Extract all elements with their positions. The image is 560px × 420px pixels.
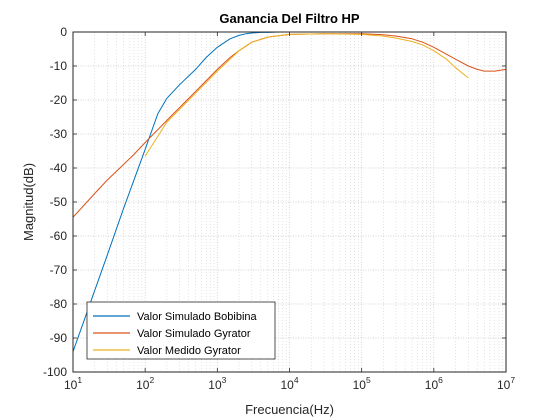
series-line-1 bbox=[73, 32, 506, 352]
series-line-3 bbox=[144, 33, 469, 157]
y-tick-label: -20 bbox=[50, 93, 68, 107]
x-tick-labels: 101 102 103 104 105 106 107 bbox=[64, 375, 515, 392]
y-tick-labels: 0 -10 -20 -30 -40 -50 -60 -70 -80 -90 -100 bbox=[43, 25, 67, 379]
y-tick-label: -40 bbox=[50, 161, 68, 175]
y-tick-label: -100 bbox=[43, 365, 67, 379]
x-tick-label: 103 bbox=[208, 375, 226, 392]
y-tick-label: -90 bbox=[50, 331, 68, 345]
legend-label-1: Valor Simulado Bobibina bbox=[137, 311, 258, 323]
y-tick-label: -60 bbox=[50, 229, 68, 243]
legend-label-3: Valor Medido Gyrator bbox=[137, 345, 241, 357]
y-tick-label: -80 bbox=[50, 297, 68, 311]
y-tick-label: -30 bbox=[50, 127, 68, 141]
chart-title: Ganancia Del Filtro HP bbox=[219, 11, 359, 26]
x-tick-label: 106 bbox=[425, 375, 443, 392]
x-tick-label: 101 bbox=[64, 375, 82, 392]
x-tick-label: 107 bbox=[497, 375, 515, 392]
y-tick-label: -10 bbox=[50, 59, 68, 73]
y-tick-label: -50 bbox=[50, 195, 68, 209]
legend: Valor Simulado Bobibina Valor Simulado Gy… bbox=[86, 301, 276, 360]
x-tick-label: 105 bbox=[353, 375, 371, 392]
axis-ticks bbox=[72, 31, 507, 373]
y-tick-label: -70 bbox=[50, 263, 68, 277]
y-tick-label: 0 bbox=[60, 25, 67, 39]
x-tick-label: 102 bbox=[136, 375, 154, 392]
legend-label-2: Valor Simulado Gyrator bbox=[137, 328, 251, 340]
x-axis-label: Frecuencia(Hz) bbox=[245, 402, 334, 417]
x-tick-label: 104 bbox=[280, 375, 298, 392]
y-axis-label: Magnitud(dB) bbox=[21, 163, 36, 241]
